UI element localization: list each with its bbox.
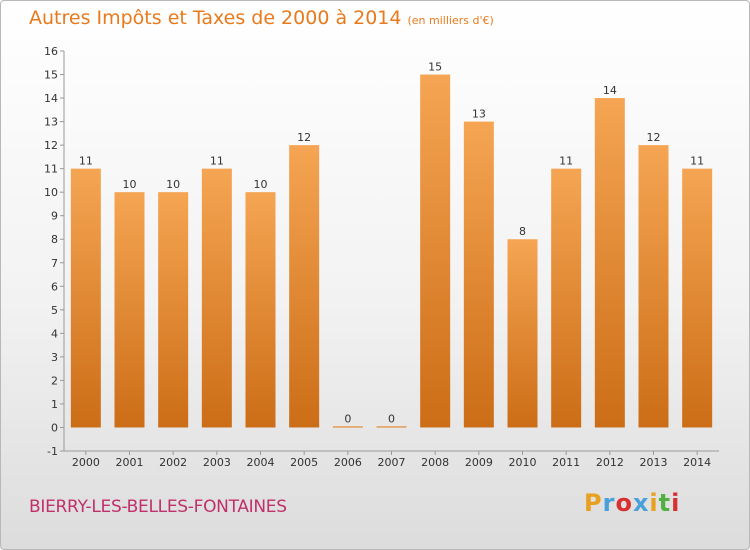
bar-2003 bbox=[201, 168, 232, 428]
x-tick-label-2000: 2000 bbox=[72, 456, 100, 469]
logo-letter: t bbox=[658, 489, 672, 517]
logo-letter: x bbox=[632, 489, 650, 517]
y-tick-label: 14 bbox=[44, 92, 58, 105]
data-label-2014: 11 bbox=[690, 155, 704, 168]
data-label-2010: 8 bbox=[519, 225, 526, 238]
y-tick-label: -1 bbox=[47, 445, 58, 458]
y-tick-label: 8 bbox=[51, 233, 58, 246]
proxiti-logo: Proxiti bbox=[584, 489, 680, 517]
x-tick-label-2007: 2007 bbox=[378, 456, 406, 469]
y-tick-label: 10 bbox=[44, 186, 58, 199]
x-tick-label-2009: 2009 bbox=[465, 456, 493, 469]
y-tick-label: 12 bbox=[44, 139, 58, 152]
data-label-2009: 13 bbox=[472, 108, 486, 121]
x-tick-label-2005: 2005 bbox=[290, 456, 318, 469]
x-tick-label-2008: 2008 bbox=[421, 456, 449, 469]
bar-2001 bbox=[114, 192, 145, 428]
logo-letter: i bbox=[671, 489, 681, 517]
chart-title: Autres Impôts et Taxes de 2000 à 2014 (en… bbox=[29, 7, 494, 29]
bar-2014 bbox=[682, 168, 713, 428]
y-tick-label: 5 bbox=[51, 304, 58, 317]
x-tick-label-2014: 2014 bbox=[683, 456, 711, 469]
bar-2004 bbox=[245, 192, 276, 428]
x-tick-label-2002: 2002 bbox=[159, 456, 187, 469]
y-tick-label: 13 bbox=[44, 116, 58, 129]
logo-letter: i bbox=[649, 489, 659, 517]
y-tick-label: 7 bbox=[51, 257, 58, 270]
bar-2005 bbox=[289, 145, 320, 428]
bar-2000 bbox=[70, 168, 101, 428]
y-tick-label: 15 bbox=[44, 69, 58, 82]
y-tick-label: 2 bbox=[51, 374, 58, 387]
chart-subtitle: (en milliers d'€) bbox=[407, 14, 494, 27]
commune-name: BIERRY-LES-BELLES-FONTAINES bbox=[29, 497, 287, 517]
x-tick-label-2012: 2012 bbox=[596, 456, 624, 469]
x-tick-label-2013: 2013 bbox=[640, 456, 668, 469]
bar-2011 bbox=[551, 168, 582, 428]
bar-2010 bbox=[507, 239, 538, 428]
y-tick-label: 11 bbox=[44, 163, 58, 176]
data-label-2011: 11 bbox=[559, 155, 573, 168]
y-tick-label: 0 bbox=[51, 421, 58, 434]
x-tick-label-2011: 2011 bbox=[552, 456, 580, 469]
data-label-2008: 15 bbox=[428, 61, 442, 74]
bar-2002 bbox=[158, 192, 189, 428]
x-tick-label-2010: 2010 bbox=[509, 456, 537, 469]
bar-2008 bbox=[420, 74, 451, 428]
y-tick-label: 4 bbox=[51, 327, 58, 340]
y-tick-label: 16 bbox=[44, 45, 58, 58]
x-tick-label-2003: 2003 bbox=[203, 456, 231, 469]
data-label-2007: 0 bbox=[388, 412, 395, 425]
bar-2009 bbox=[463, 121, 494, 428]
y-tick-label: 6 bbox=[51, 280, 58, 293]
x-tick-label-2006: 2006 bbox=[334, 456, 362, 469]
logo-letter: r bbox=[602, 489, 616, 517]
data-label-2005: 12 bbox=[297, 131, 311, 144]
bar-2013 bbox=[638, 145, 669, 428]
bar-2006 bbox=[332, 426, 363, 428]
x-tick-label-2001: 2001 bbox=[116, 456, 144, 469]
x-tick-label-2004: 2004 bbox=[247, 456, 275, 469]
data-label-2000: 11 bbox=[79, 155, 93, 168]
data-label-2003: 11 bbox=[210, 155, 224, 168]
data-label-2004: 10 bbox=[254, 178, 268, 191]
chart-title-text: Autres Impôts et Taxes de 2000 à 2014 bbox=[29, 7, 402, 29]
data-label-2013: 12 bbox=[647, 131, 661, 144]
logo-letter: o bbox=[615, 489, 633, 517]
data-label-2006: 0 bbox=[344, 412, 351, 425]
bar-2012 bbox=[594, 98, 625, 428]
logo-letter: P bbox=[584, 489, 603, 517]
y-tick-label: 1 bbox=[51, 398, 58, 411]
data-label-2001: 10 bbox=[123, 178, 137, 191]
y-tick-label: 3 bbox=[51, 351, 58, 364]
y-tick-label: 9 bbox=[51, 210, 58, 223]
data-label-2002: 10 bbox=[166, 178, 180, 191]
data-label-2012: 14 bbox=[603, 84, 617, 97]
bar-2007 bbox=[376, 426, 407, 428]
